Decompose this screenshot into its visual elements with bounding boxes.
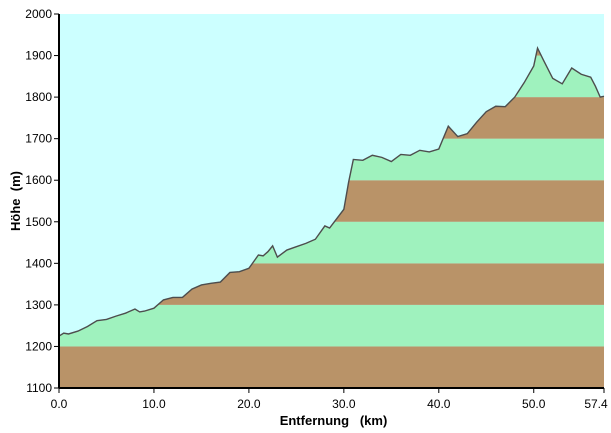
- y-tick-label: 1500: [25, 215, 52, 229]
- elevation-band: [59, 304, 604, 347]
- y-tick-label: 1200: [25, 339, 52, 353]
- y-tick-label: 1800: [25, 90, 52, 104]
- y-tick-label: 1100: [26, 381, 52, 395]
- y-tick-label: 1600: [25, 173, 52, 187]
- elevation-profile-line: [58, 45, 605, 337]
- y-axis-ticks: 1100 1200 1300 1400 1500 1600 1700 1800 1900 2000: [25, 7, 59, 395]
- x-tick-label: 40.0: [427, 397, 451, 411]
- y-tick-label: 2000: [25, 7, 52, 21]
- y-tick-label: 1300: [25, 298, 52, 312]
- y-tick-label: 1400: [25, 256, 52, 270]
- x-tick-label: 20.0: [237, 397, 261, 411]
- x-tick-label: 30.0: [332, 397, 356, 411]
- x-tick-label: 50.0: [522, 397, 546, 411]
- x-tick-label: 10.0: [142, 397, 166, 411]
- y-tick-label: 1700: [25, 132, 52, 146]
- sky-area: [59, 14, 604, 337]
- axes: [58, 14, 604, 389]
- y-tick-label: 1900: [25, 49, 52, 63]
- y-axis-title: Höhe (m): [8, 171, 23, 231]
- x-tick-label: 0.0: [51, 397, 68, 411]
- x-axis-ticks: 0.0 10.0 20.0 30.0 40.0 50.0 57.4: [51, 388, 608, 411]
- x-tick-label: 57.4: [584, 397, 608, 411]
- elevation-band: [59, 346, 604, 388]
- x-axis-title: Entfernung (km): [280, 413, 388, 428]
